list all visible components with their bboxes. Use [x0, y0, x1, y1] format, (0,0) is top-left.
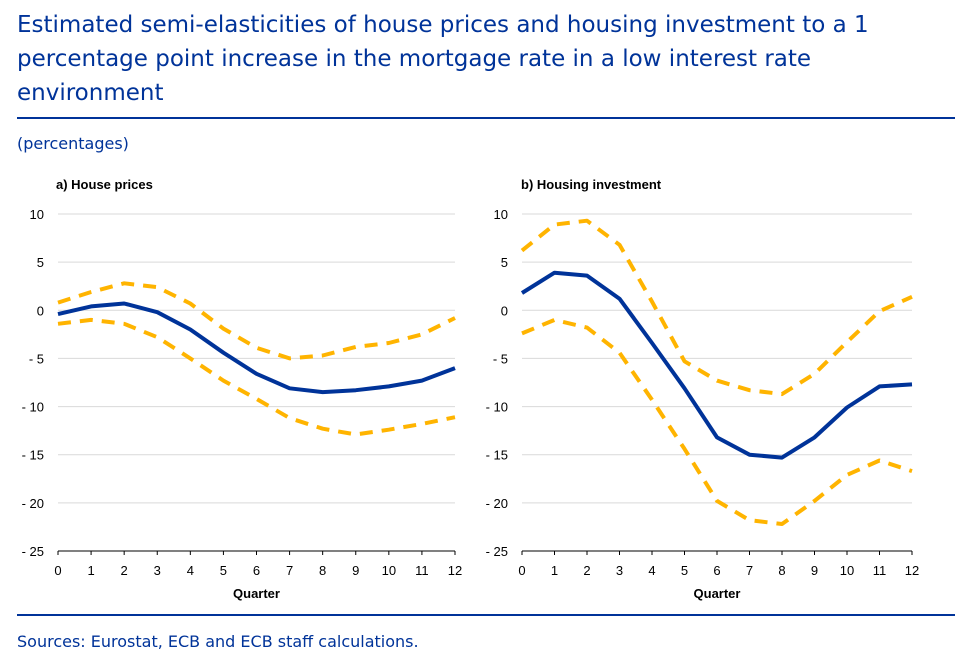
- chart2-xtick-label: 1: [551, 563, 558, 578]
- chart2-xtick-label: 4: [648, 563, 655, 578]
- chart1-xtick-label: 6: [253, 563, 260, 578]
- chart1-xtick-label: 5: [220, 563, 227, 578]
- chart2-ytick-label: - 25: [486, 544, 508, 559]
- chart1-ytick-label: 10: [30, 207, 44, 222]
- source-note: Sources: Eurostat, ECB and ECB staff cal…: [17, 632, 419, 651]
- chart2-ytick-label: - 10: [486, 400, 508, 415]
- chart1-series-upper-band: [57, 281, 456, 361]
- chart1-xtick-label: 12: [448, 563, 462, 578]
- chart2-title: b) Housing investment: [521, 177, 662, 192]
- chart2-xtick-label: 0: [518, 563, 525, 578]
- chart1-x-axis-label: Quarter: [233, 586, 280, 601]
- chart1-ytick-label: - 15: [22, 448, 44, 463]
- chart1-xtick-label: 0: [54, 563, 61, 578]
- chart2-ytick-label: 0: [501, 303, 508, 318]
- chart2-xtick-label: 5: [681, 563, 688, 578]
- chart2-xtick-label: 9: [811, 563, 818, 578]
- chart2-xtick-label: 10: [840, 563, 854, 578]
- chart2-ytick-label: 5: [501, 255, 508, 270]
- chart2-xtick-label: 8: [778, 563, 785, 578]
- chart1-xtick-label: 4: [187, 563, 194, 578]
- chart1-ytick-label: - 25: [22, 544, 44, 559]
- chart1-xtick-label: 2: [121, 563, 128, 578]
- chart1-series-estimate: [57, 301, 456, 395]
- chart2-ytick-label: 10: [494, 207, 508, 222]
- chart2-series-estimate: [520, 270, 913, 460]
- chart1-ytick-label: - 5: [29, 351, 44, 366]
- chart1-ytick-label: - 20: [22, 496, 44, 511]
- chart1-xtick-label: 10: [382, 563, 396, 578]
- unit-note: (percentages): [17, 134, 129, 153]
- chart1-xtick-label: 9: [352, 563, 359, 578]
- chart2-series-upper-band: [520, 218, 913, 397]
- chart1-xtick-label: 8: [319, 563, 326, 578]
- title-divider: [17, 117, 955, 119]
- chart2-xtick-label: 12: [905, 563, 919, 578]
- chart2-xtick-label: 6: [713, 563, 720, 578]
- chart2-series-lower-band: [521, 317, 913, 526]
- chart1-xtick-label: 3: [154, 563, 161, 578]
- chart2-x-axis-label: Quarter: [694, 586, 741, 601]
- chart2-xtick-label: 2: [583, 563, 590, 578]
- chart1-series-lower-band: [57, 317, 456, 437]
- chart2-ytick-label: - 5: [493, 351, 508, 366]
- chart1-title: a) House prices: [56, 177, 153, 192]
- chart1-xtick-label: 7: [286, 563, 293, 578]
- chart2-xtick-label: 11: [873, 563, 887, 578]
- chart1-ytick-label: - 10: [22, 400, 44, 415]
- chart2-ytick-label: - 15: [486, 448, 508, 463]
- chart1-xtick-label: 1: [87, 563, 94, 578]
- footer-divider: [17, 614, 955, 616]
- chart1-ytick-label: 0: [37, 303, 44, 318]
- chart1-ytick-label: 5: [37, 255, 44, 270]
- chart2-ytick-label: - 20: [486, 496, 508, 511]
- chart2-xtick-label: 7: [746, 563, 753, 578]
- chart2-xtick-label: 3: [616, 563, 623, 578]
- page-title: Estimated semi-elasticities of house pri…: [17, 12, 869, 106]
- chart1-xtick-label: 11: [415, 563, 429, 578]
